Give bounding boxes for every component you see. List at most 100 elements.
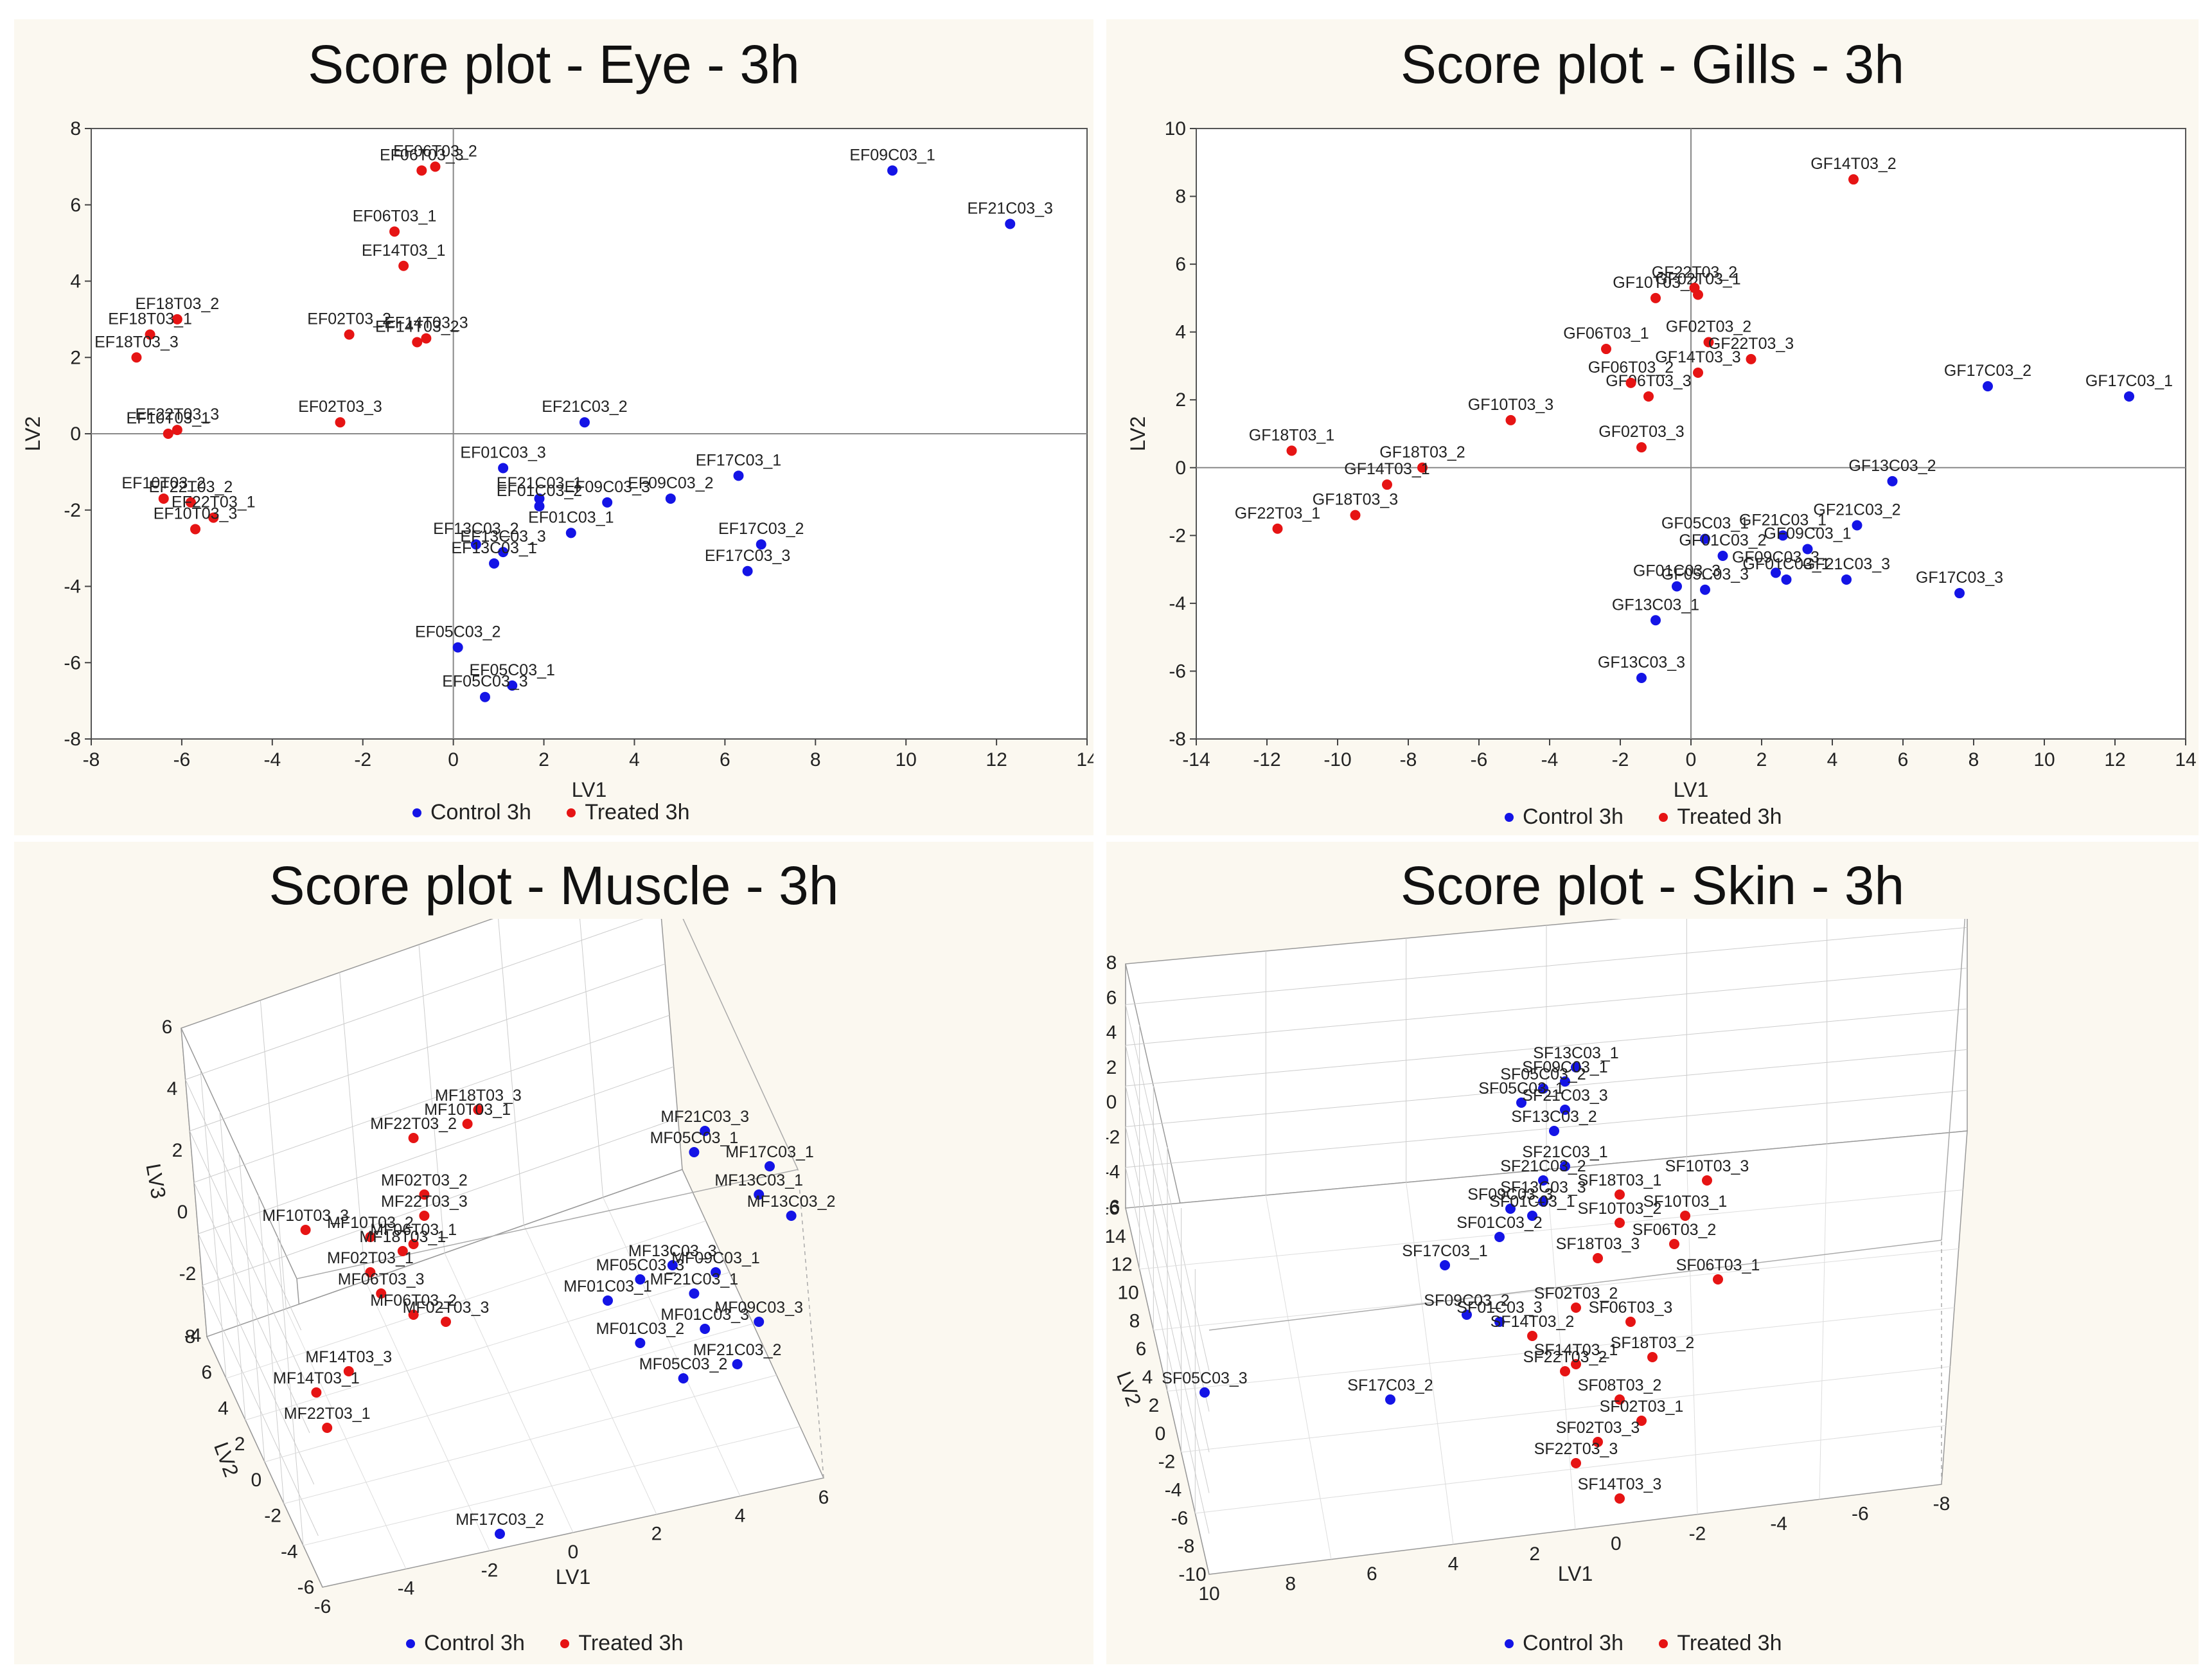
score-point: [441, 1317, 451, 1327]
score-point: [172, 314, 182, 325]
eye-score-plot: -8 -6 -4 -2 0 2 4 6 8 10 12 14 -8 -6 -4 -2 0 2 4 6 8 LV1 LV2 EF…: [21, 118, 1093, 801]
gills-x-tick-label: -2: [1612, 749, 1629, 770]
score-point-label: GF05C03_1: [1661, 515, 1749, 533]
score-point-label: SF21C03_2: [1500, 1157, 1586, 1175]
score-point: [190, 524, 201, 535]
score-point: [158, 493, 169, 504]
score-point: [408, 1239, 419, 1249]
score-point: [1672, 581, 1682, 592]
score-point-label: MF22T03_3: [381, 1193, 468, 1211]
score-point-label: GF13C03_1: [1612, 596, 1699, 614]
score-point-label: GF18T03_2: [1379, 443, 1465, 461]
score-point-label: SF22T03_3: [1534, 1440, 1618, 1458]
score-point-label: EF06T03_2: [393, 142, 477, 160]
skin-title: Score plot - Skin - 3h: [1400, 855, 1905, 916]
score-point-label: SF13C03_2: [1511, 1108, 1597, 1126]
muscle-lv1-tick: -4: [398, 1578, 415, 1599]
score-point-label: SF09C03_2: [1424, 1292, 1509, 1310]
gills-x-tick-label: 0: [1686, 749, 1697, 770]
score-point: [1848, 174, 1859, 185]
score-point-label: GF21C03_1: [1739, 511, 1827, 529]
score-point: [754, 1189, 765, 1200]
muscle-lv2-tick: 2: [234, 1434, 245, 1455]
score-point-label: EF09C03_1: [849, 146, 935, 164]
score-point-label: SF13C03_3: [1500, 1178, 1586, 1196]
skin-lv1-tick: -8: [1933, 1493, 1951, 1515]
score-point: [635, 1338, 646, 1348]
score-point: [1286, 445, 1297, 456]
muscle-legend: Control 3h Treated 3h: [406, 1631, 713, 1656]
score-point-label: EF14T03_3: [384, 314, 468, 332]
score-point: [1615, 1218, 1625, 1228]
skin-lv2-tick: 14: [1106, 1226, 1126, 1247]
legend-control: Control 3h: [1523, 1631, 1624, 1655]
score-point-label: SF10T03_2: [1578, 1200, 1662, 1218]
score-point: [1713, 1274, 1723, 1285]
score-point: [1560, 1076, 1570, 1087]
skin-lv1-tick: 4: [1448, 1553, 1459, 1574]
score-point-label: SF17C03_2: [1347, 1376, 1433, 1394]
muscle-lv2-tick: 6: [201, 1362, 212, 1383]
score-point-label: EF10T03_1: [126, 409, 210, 427]
score-point-label: MF22T03_2: [370, 1115, 457, 1133]
score-point-label: GF05C03_3: [1661, 565, 1749, 583]
score-point-label: SF13C03_1: [1533, 1044, 1618, 1062]
score-point: [479, 691, 490, 702]
score-point: [408, 1310, 419, 1320]
score-point-label: MF13C03_2: [747, 1193, 836, 1211]
score-point: [603, 1295, 613, 1306]
muscle-grid: [226, 1220, 706, 1379]
gills-x-tick-label: -4: [1541, 749, 1559, 770]
score-point: [1505, 414, 1516, 425]
score-point: [700, 1126, 711, 1136]
control-swatch: [1505, 812, 1514, 822]
score-point: [1571, 1359, 1581, 1369]
score-point: [1693, 368, 1703, 378]
score-point-label: MF02T03_2: [381, 1171, 468, 1189]
score-point: [335, 417, 346, 428]
score-point: [376, 1288, 387, 1299]
score-point-label: MF02T03_1: [327, 1249, 414, 1267]
gills-y-axis-label: LV2: [1126, 416, 1149, 452]
skin-grid: [1125, 927, 1968, 1005]
gills-y-tick-label: 4: [1175, 322, 1186, 343]
score-point-label: SF05C03_2: [1500, 1065, 1586, 1083]
score-point: [1781, 574, 1792, 585]
score-point: [635, 1274, 646, 1285]
score-point-label: GF22T03_3: [1708, 335, 1794, 353]
score-point-label: MF18T03_1: [359, 1228, 446, 1246]
score-point-label: GF18T03_1: [1249, 426, 1334, 444]
eye-y-tick-label: 2: [70, 347, 81, 368]
score-point-label: MF10T03_3: [262, 1207, 349, 1225]
eye-x-tick-label: 14: [1076, 749, 1093, 770]
score-point-label: GF06T03_2: [1588, 359, 1674, 377]
muscle-lv1-tick: 4: [735, 1505, 746, 1526]
score-point-label: SF14T03_3: [1578, 1475, 1662, 1493]
skin-edge: [1941, 919, 1966, 1241]
score-point: [1615, 1189, 1625, 1200]
score-point-label: EF17C03_2: [718, 520, 804, 538]
muscle-lv1-tick: 2: [651, 1524, 662, 1545]
score-point-label: SF14T03_1: [1534, 1341, 1618, 1359]
muscle-lv1-tick: 6: [818, 1487, 829, 1508]
eye-title: Score plot - Eye - 3h: [308, 34, 800, 94]
eye-x-tick-label: 4: [629, 749, 640, 770]
score-point: [765, 1161, 775, 1171]
score-point-label: SF22T03_2: [1523, 1348, 1607, 1366]
score-point: [1593, 1437, 1603, 1447]
score-point: [711, 1267, 721, 1277]
eye-x-tick-label: -4: [263, 749, 281, 770]
score-point-label: MF21C03_1: [650, 1270, 739, 1288]
score-point-label: EF10T03_2: [121, 474, 206, 492]
score-point-label: MF01C03_1: [563, 1277, 652, 1295]
score-point: [507, 680, 518, 691]
score-point: [1778, 530, 1788, 541]
score-point-label: EF01C03_3: [460, 443, 545, 461]
gills-y-tick-label: 10: [1165, 118, 1186, 139]
skin-lv3-tick: 6: [1106, 987, 1117, 1008]
score-point-label: MF06T03_2: [370, 1292, 457, 1310]
skin-lv1-axis-label: LV1: [1558, 1562, 1593, 1585]
skin-lv1-tick: 8: [1285, 1573, 1296, 1594]
skin-lv3-tick: -2: [1106, 1126, 1120, 1148]
skin-lv3-tick: 8: [1106, 952, 1117, 974]
